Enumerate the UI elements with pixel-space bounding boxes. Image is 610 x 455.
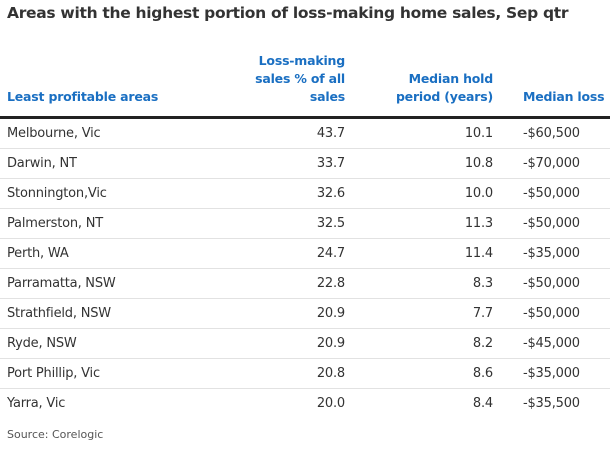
header-row: Least profitable areas Loss-making sales %… [0, 52, 610, 118]
header-line: sales [309, 89, 345, 104]
cell-hold-period: 8.3 [345, 268, 493, 299]
cell-loss-pct: 32.6 [197, 178, 345, 209]
cell-loss-pct: 33.7 [197, 148, 345, 179]
cell-hold-period: 11.4 [345, 238, 493, 269]
cell-area: Palmerston, NT [0, 208, 197, 239]
cell-loss-pct: 43.7 [197, 117, 345, 149]
cell-loss-pct: 20.8 [197, 358, 345, 389]
table-row: Darwin, NT 33.7 10.8 -$70,000 [0, 148, 610, 179]
table-body: Melbourne, Vic 43.7 10.1 -$60,500 Darwin, NT… [0, 117, 610, 419]
source-note: Source: Corelogic [7, 428, 104, 441]
cell-area: Port Phillip, Vic [0, 358, 197, 389]
cell-median-loss: -$70,000 [493, 148, 610, 179]
cell-area: Stonnington,Vic [0, 178, 197, 209]
cell-median-loss: -$35,500 [523, 396, 580, 411]
cell-loss-pct: 32.5 [197, 208, 345, 239]
table-row: Port Phillip, Vic 20.8 8.6 -$35,000 [0, 358, 610, 389]
cell-median-loss: -$50,000 [493, 268, 610, 299]
column-header-loss-pct: Loss-making sales % of all sales [197, 52, 345, 118]
cell-area: Yarra, Vic [7, 396, 66, 411]
table-row: Strathfield, NSW 20.9 7.7 -$50,000 [0, 298, 610, 329]
cell-loss-pct: 24.7 [197, 238, 345, 269]
cell-hold-period: 8.4 [472, 396, 493, 411]
cell-area: Parramatta, NSW [0, 268, 197, 299]
cell-median-loss: -$45,000 [493, 328, 610, 359]
cell-hold-period: 11.3 [345, 208, 493, 239]
data-table: Least profitable areas Loss-making sales %… [0, 52, 610, 418]
cell-median-loss: -$35,000 [493, 358, 610, 389]
column-header-hold-period: Median hold period (years) [345, 52, 493, 118]
table-row: Perth, WA 24.7 11.4 -$35,000 [0, 238, 610, 269]
cell-hold-period: 10.8 [345, 148, 493, 179]
cell-loss-pct: 20.0 [316, 396, 345, 411]
header-line: period (years) [395, 89, 493, 104]
table-row: Yarra, Vic 20.0 8.4 -$35,500 [0, 389, 610, 419]
header-line: Least profitable areas [7, 89, 159, 104]
table-row: Ryde, NSW 20.9 8.2 -$45,000 [0, 328, 610, 359]
table-title: Areas with the highest portion of loss-m… [7, 4, 569, 22]
header-line: Loss-making [258, 53, 346, 68]
cell-hold-period: 10.1 [345, 117, 493, 149]
cell-loss-pct: 20.9 [197, 298, 345, 329]
cell-area: Darwin, NT [0, 148, 197, 179]
cell-area: Strathfield, NSW [0, 298, 197, 329]
header-line: Median hold [408, 71, 494, 86]
cell-loss-pct: 20.9 [197, 328, 345, 359]
cell-area: Perth, WA [0, 238, 197, 269]
cell-median-loss: -$60,500 [493, 117, 610, 149]
cell-area: Ryde, NSW [0, 328, 197, 359]
header-line: Median loss [523, 89, 605, 104]
table-row: Palmerston, NT 32.5 11.3 -$50,000 [0, 208, 610, 239]
table-row: Parramatta, NSW 22.8 8.3 -$50,000 [0, 268, 610, 299]
header-line: sales % of all [255, 71, 345, 86]
cell-hold-period: 10.0 [345, 178, 493, 209]
cell-loss-pct: 22.8 [197, 268, 345, 299]
cell-median-loss: -$35,000 [493, 238, 610, 269]
cell-median-loss: -$50,000 [493, 298, 610, 329]
column-header-median-loss: Median loss [493, 52, 610, 118]
cell-median-loss: -$50,000 [493, 178, 610, 209]
cell-hold-period: 8.2 [345, 328, 493, 359]
column-header-area: Least profitable areas [0, 52, 197, 118]
cell-hold-period: 7.7 [345, 298, 493, 329]
cell-area: Melbourne, Vic [0, 117, 197, 149]
cell-hold-period: 8.6 [345, 358, 493, 389]
cell-median-loss: -$50,000 [493, 208, 610, 239]
table-row: Stonnington,Vic 32.6 10.0 -$50,000 [0, 178, 610, 209]
table-row: Melbourne, Vic 43.7 10.1 -$60,500 [0, 117, 610, 149]
